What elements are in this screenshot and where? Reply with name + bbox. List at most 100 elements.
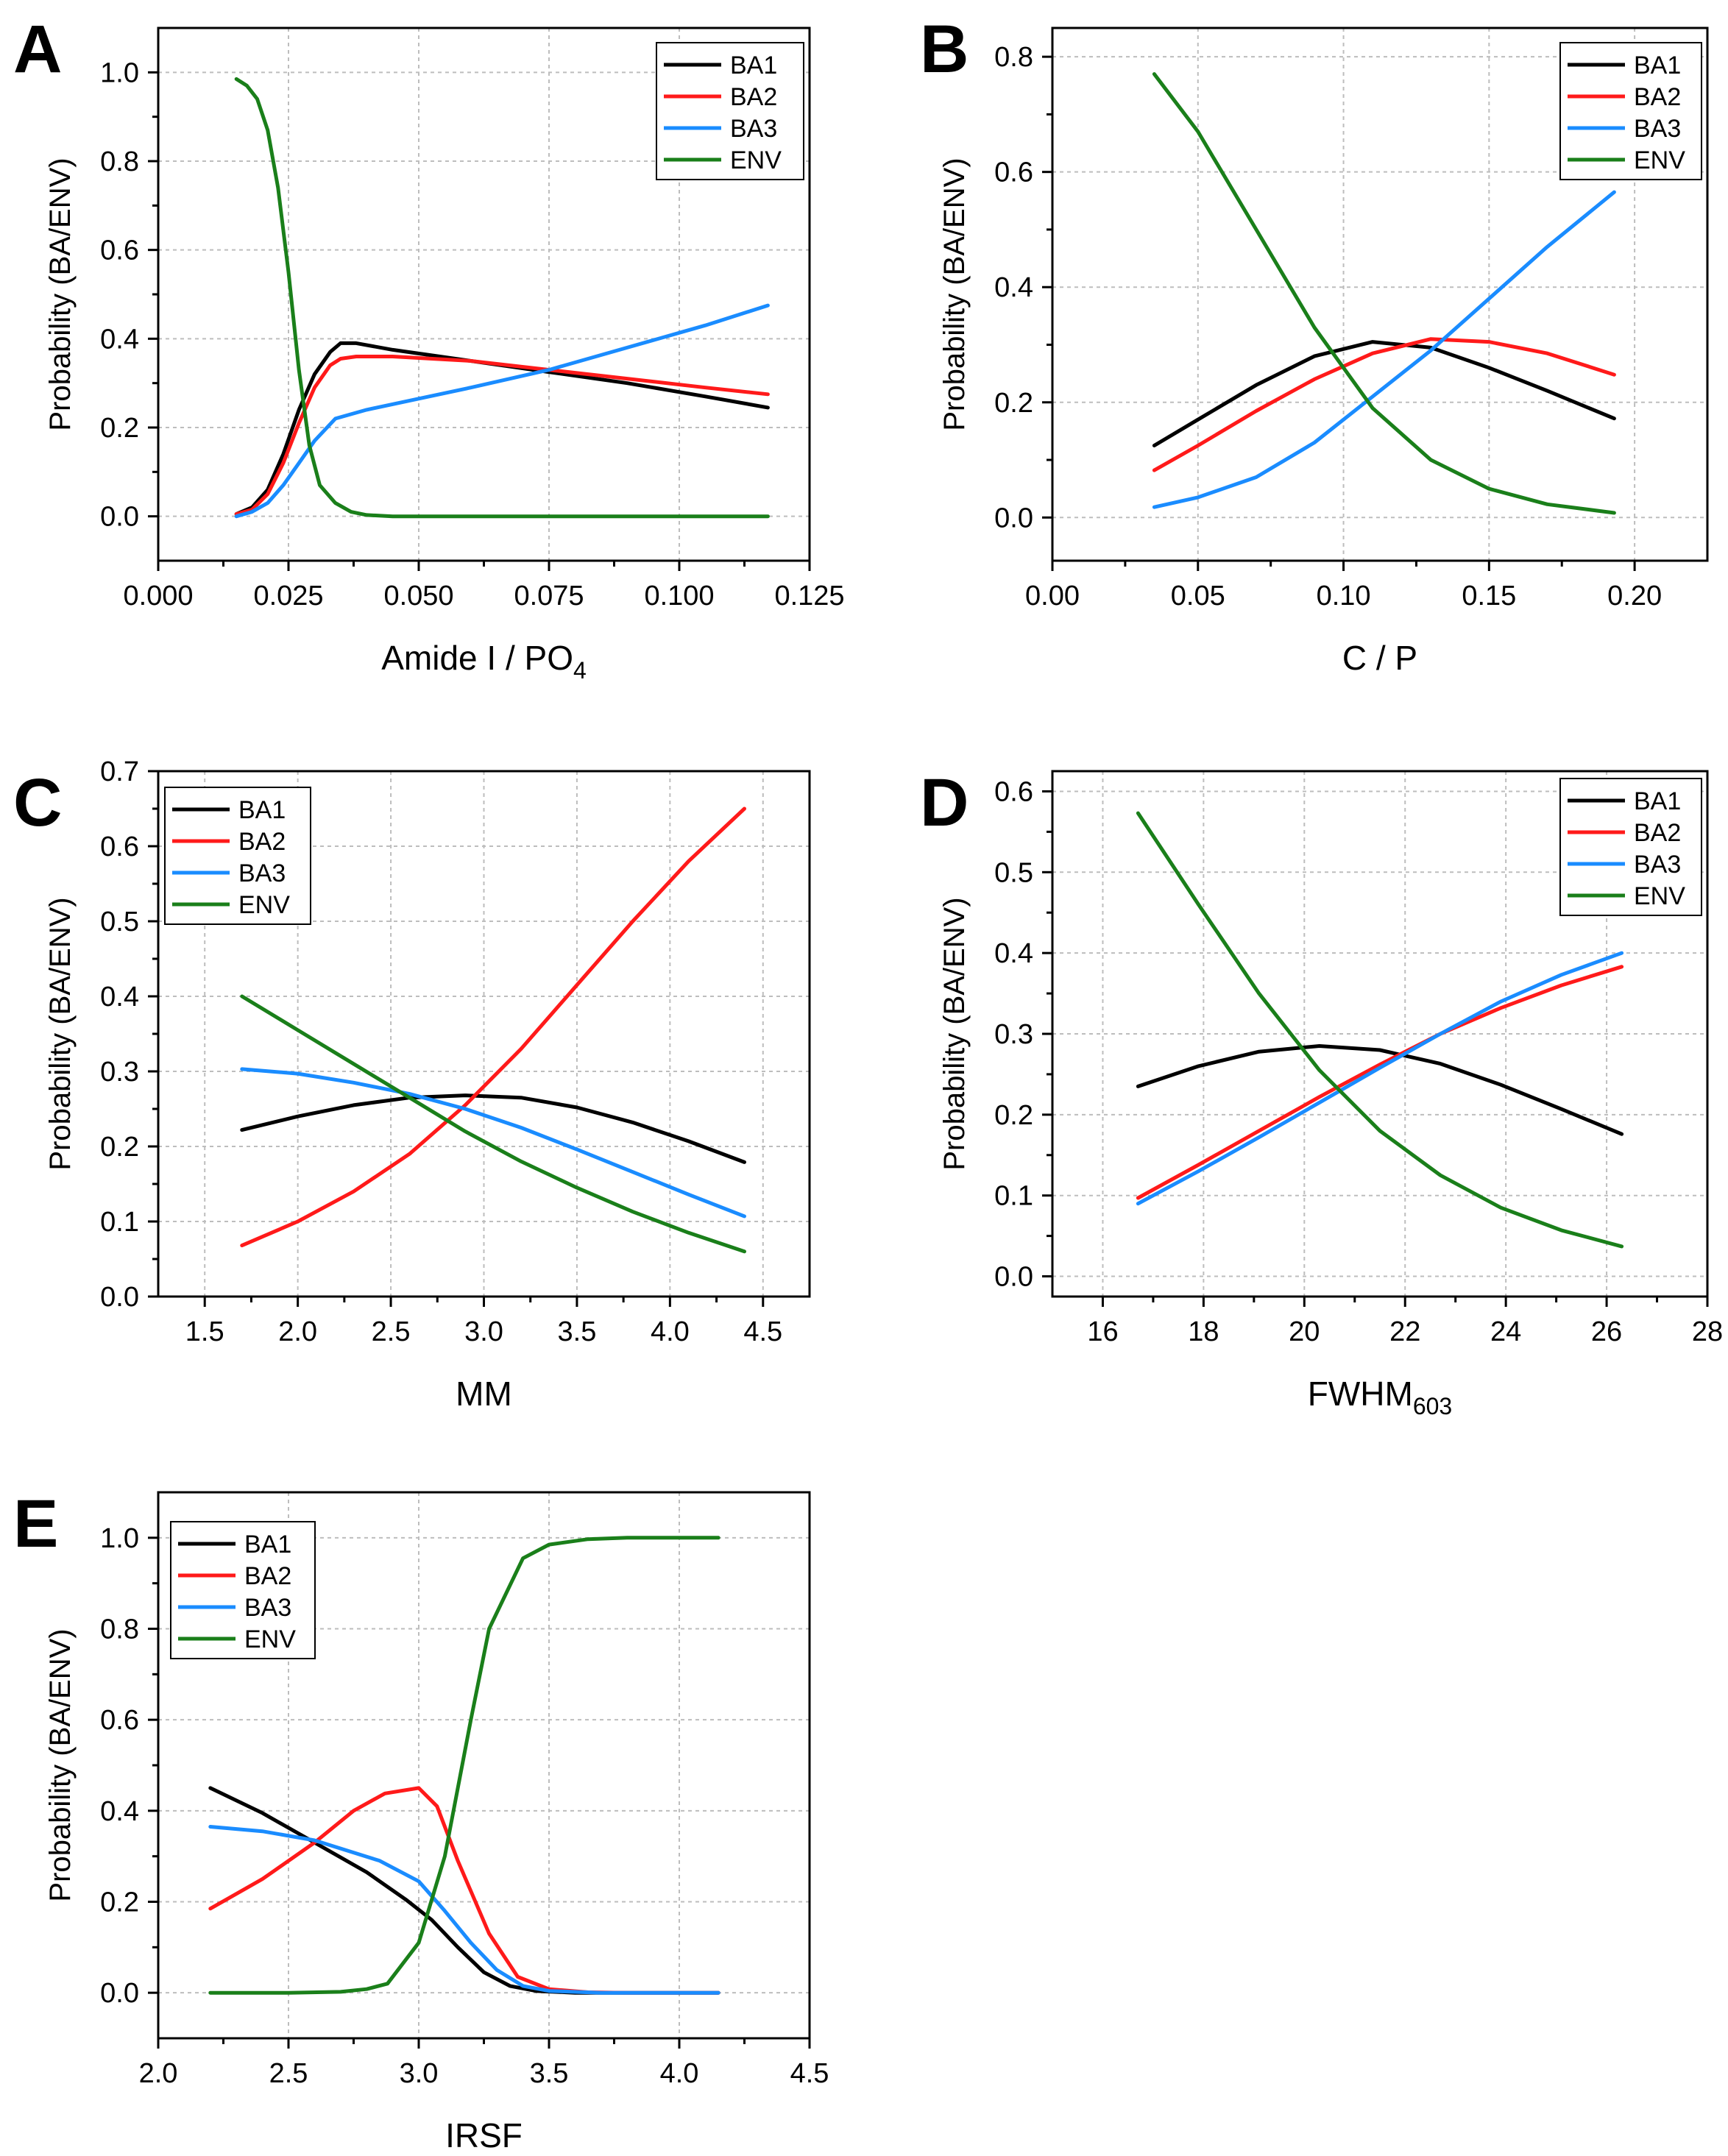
legend-label-ba2: BA2: [1634, 819, 1681, 847]
series-line-ba2: [1152, 337, 1616, 472]
x-axis-label: MM: [456, 1375, 512, 1413]
legend: BA1 BA2 BA3 ENV: [164, 787, 311, 925]
y-tick-label: 0.4: [100, 982, 139, 1013]
series-line-ba3: [1152, 190, 1616, 509]
legend-label-env: ENV: [238, 891, 290, 919]
x-tick-label: 0.05: [1171, 581, 1225, 611]
legend-label-ba1: BA1: [1634, 787, 1681, 815]
y-tick-label: 0.2: [994, 1100, 1033, 1131]
y-tick-label: 0.8: [994, 42, 1033, 73]
x-tick-label: 24: [1490, 1316, 1521, 1347]
y-tick-label: 0.0: [994, 503, 1033, 533]
legend-label-ba3: BA3: [238, 859, 286, 887]
panel-letter: E: [13, 1486, 58, 1561]
y-tick-label: 0.4: [100, 1796, 139, 1827]
x-tick-label: 0.20: [1607, 581, 1662, 611]
x-tick-label: 0.025: [253, 581, 323, 611]
chart-panel-b: B 0.00 0.05 0.10 0.15 0.20 0.0 0.2 0.4 0.6 0.8 C / …: [920, 12, 1709, 677]
x-tick-label: 2.0: [139, 2058, 178, 2089]
y-axis-label: Probability (BA/ENV): [44, 157, 77, 430]
x-tick-label: 4.0: [651, 1316, 690, 1347]
series-line-env: [1136, 811, 1624, 1249]
x-tick-label: 22: [1389, 1316, 1420, 1347]
series-line-env: [208, 1536, 720, 1995]
x-tick-label: 2.5: [372, 1316, 411, 1347]
legend-label-ba2: BA2: [730, 83, 777, 111]
legend: BA1 BA2 BA3 ENV: [656, 42, 804, 180]
x-axis-label-subscript: 4: [573, 657, 587, 684]
x-tick-label: 3.5: [558, 1316, 597, 1347]
legend-label-ba2: BA2: [244, 1562, 291, 1590]
x-axis-label-main: Amide I / PO: [381, 639, 573, 677]
y-tick-label: 0.0: [994, 1262, 1033, 1293]
x-tick-label: 0.00: [1025, 581, 1080, 611]
series-line-ba2: [240, 806, 746, 1248]
series-group: [1136, 811, 1624, 1249]
chart-panel-a: A 0.000 0.025 0.050 0.075 0.100 0.125 0.0 0.2 0.4…: [13, 12, 845, 684]
x-tick-label: 2.5: [269, 2058, 308, 2089]
x-axis-label-main: MM: [456, 1375, 512, 1413]
y-tick-label: 0.2: [994, 388, 1033, 419]
x-tick-label: 1.5: [185, 1316, 224, 1347]
x-axis-label: Amide I / PO4: [381, 639, 587, 684]
legend: BA1 BA2 BA3 ENV: [1559, 42, 1702, 180]
x-tick-label: 0.10: [1317, 581, 1371, 611]
legend: BA1 BA2 BA3 ENV: [1559, 778, 1702, 916]
series-line-ba2: [234, 355, 770, 517]
series-line-ba1: [1136, 1044, 1624, 1136]
series-line-env: [234, 77, 770, 519]
x-tick-label: 4.0: [660, 2058, 699, 2089]
legend-label-ba1: BA1: [730, 52, 777, 79]
plot-frame: [1051, 26, 1709, 562]
y-tick-label: 0.2: [100, 1132, 139, 1163]
chart-panel-e: E 2.0 2.5 3.0 3.5 4.0 4.5 0.0 0.2 0.4 0.6 0.8 1.0 IRS…: [13, 1486, 829, 2155]
x-axis-label-subscript: 603: [1413, 1393, 1452, 1419]
x-tick-label: 0.100: [644, 581, 714, 611]
x-tick-label: 2.0: [278, 1316, 317, 1347]
legend-label-ba1: BA1: [244, 1531, 291, 1559]
x-axis-label: FWHM603: [1308, 1375, 1452, 1419]
legend-label-ba3: BA3: [730, 115, 777, 143]
y-tick-label: 0.6: [100, 831, 139, 862]
x-tick-label: 3.0: [400, 2058, 439, 2089]
legend-label-env: ENV: [730, 146, 782, 174]
series-line-ba3: [208, 1825, 720, 1995]
y-tick-label: 0.6: [994, 157, 1033, 188]
y-axis-label: Probability (BA/ENV): [44, 897, 77, 1170]
series-group: [1152, 72, 1616, 515]
x-axis-label: C / P: [1342, 639, 1417, 677]
y-tick-label: 1.0: [100, 57, 139, 88]
series-line-env: [240, 994, 746, 1254]
panel-letter: D: [920, 765, 969, 840]
x-tick-label: 0.15: [1462, 581, 1516, 611]
y-tick-label: 0.1: [100, 1207, 139, 1238]
legend-label-env: ENV: [244, 1625, 296, 1653]
x-tick-label: 4.5: [743, 1316, 782, 1347]
chart-panel-c: C 1.5 2.0 2.5 3.0 3.5 4.0 4.5 0.0 0.1 0.2 0.3 0.4 0.5…: [13, 756, 811, 1413]
y-tick-label: 0.6: [100, 235, 139, 266]
legend-label-ba3: BA3: [1634, 115, 1681, 143]
series-line-ba2: [1136, 965, 1624, 1200]
panel-letter: A: [13, 12, 62, 87]
series-group: [234, 77, 770, 519]
y-tick-label: 0.3: [100, 1057, 139, 1088]
series-line-ba1: [234, 341, 770, 517]
x-tick-label: 0.000: [123, 581, 193, 611]
y-axis-label: Probability (BA/ENV): [938, 897, 971, 1170]
series-line-ba3: [240, 1067, 746, 1219]
y-tick-label: 0.4: [994, 272, 1033, 303]
y-tick-label: 0.7: [100, 756, 139, 787]
series-line-env: [1152, 72, 1616, 515]
y-tick-label: 0.8: [100, 146, 139, 177]
legend-label-env: ENV: [1634, 146, 1685, 174]
y-tick-label: 0.3: [994, 1019, 1033, 1050]
x-axis-label-main: FWHM: [1308, 1375, 1413, 1413]
x-tick-label: 0.075: [514, 581, 584, 611]
series-line-ba3: [1136, 951, 1624, 1206]
x-tick-label: 18: [1188, 1316, 1219, 1347]
y-axis-label: Probability (BA/ENV): [44, 1628, 77, 1901]
x-tick-label: 3.0: [464, 1316, 503, 1347]
panel-letter: C: [13, 765, 62, 840]
legend-label-ba2: BA2: [1634, 83, 1681, 111]
y-tick-label: 0.5: [994, 857, 1033, 888]
